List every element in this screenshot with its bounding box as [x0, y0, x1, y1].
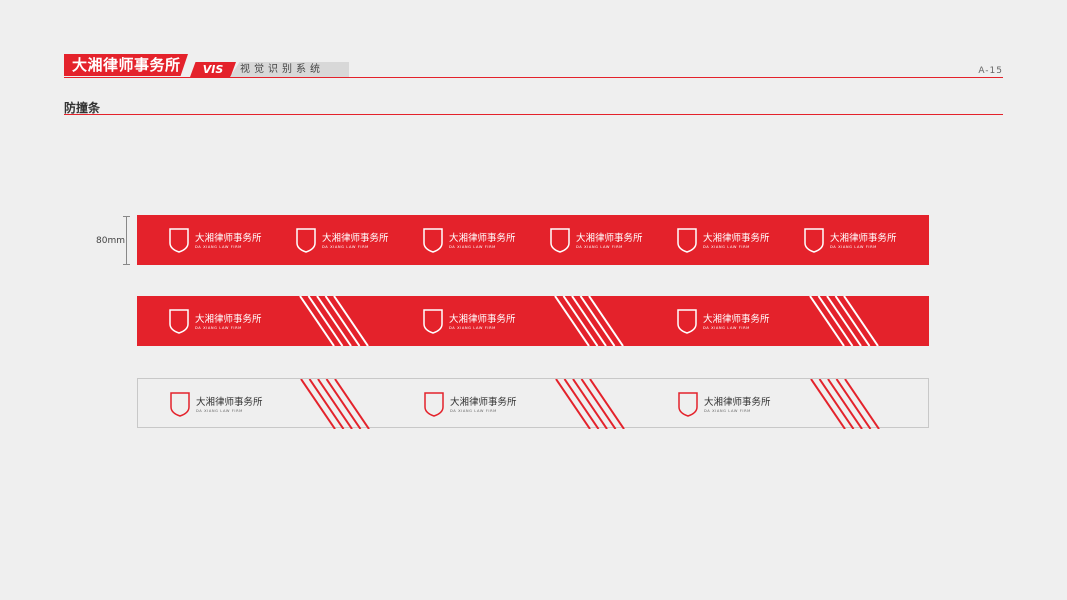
- diagonal-stripe: [827, 379, 863, 429]
- logo-name-en: DA XIANG LAW FIRM: [830, 245, 877, 249]
- diagonal-stripe: [334, 379, 370, 429]
- logo-name-en: DA XIANG LAW FIRM: [703, 245, 750, 249]
- diagonal-stripe: [554, 296, 590, 346]
- logo-name-cn: 大湘律师事务所: [450, 396, 517, 408]
- vis-badge: VIS: [190, 62, 236, 77]
- title-divider: [64, 114, 1003, 115]
- diagonal-stripe: [299, 296, 335, 346]
- logo-name-cn: 大湘律师事务所: [322, 232, 389, 244]
- diagonal-stripe: [817, 296, 854, 346]
- shield-emblem-icon: [678, 392, 698, 417]
- diagonal-stripe: [555, 379, 591, 429]
- logo-name-en: DA XIANG LAW FIRM: [449, 245, 496, 249]
- diagonal-stripe: [562, 296, 599, 346]
- page-number: A-15: [978, 66, 1003, 76]
- shield-emblem-icon: [424, 392, 444, 417]
- dimension-line: [123, 216, 130, 265]
- logo-name-en: DA XIANG LAW FIRM: [450, 409, 497, 413]
- diagonal-stripe: [579, 296, 616, 346]
- shield-emblem-icon: [169, 228, 189, 253]
- logo-name-cn: 大湘律师事务所: [830, 232, 897, 244]
- shield-emblem-icon: [550, 228, 570, 253]
- shield-emblem-icon: [169, 309, 189, 334]
- shield-emblem-icon: [296, 228, 316, 253]
- logo-name-cn: 大湘律师事务所: [576, 232, 643, 244]
- bumper-strip-light-with-red-stripes: 大湘律师事务所 DA XIANG LAW FIRM 大湘律师事务所 DA XIANG …: [137, 378, 929, 429]
- logo-name-en: DA XIANG LAW FIRM: [195, 326, 242, 330]
- shield-emblem-icon: [677, 228, 697, 253]
- shield-emblem-icon: [423, 309, 443, 334]
- diagonal-stripe: [316, 296, 352, 346]
- diagonal-stripe: [834, 296, 871, 346]
- logo-name-en: DA XIANG LAW FIRM: [195, 245, 242, 249]
- bumper-strip-red-with-white-stripes: 大湘律师事务所 DA XIANG LAW FIRM 大湘律师事务所 DA XIANG …: [137, 296, 929, 346]
- diagonal-stripe: [809, 296, 845, 346]
- logo-name-cn: 大湘律师事务所: [703, 232, 770, 244]
- logo-name-cn: 大湘律师事务所: [703, 313, 770, 325]
- diagonal-stripe: [571, 296, 607, 346]
- diagonal-stripe: [307, 296, 344, 346]
- diagonal-stripe: [563, 379, 600, 429]
- diagonal-stripe: [818, 379, 855, 429]
- logo-name-cn: 大湘律师事务所: [449, 232, 516, 244]
- logo-name-en: DA XIANG LAW FIRM: [449, 326, 496, 330]
- diagonal-stripe: [300, 379, 336, 429]
- logo-name-cn: 大湘律师事务所: [449, 313, 516, 325]
- diagonal-stripe: [826, 296, 862, 346]
- section-title: 防撞条: [64, 101, 101, 115]
- bumper-strip-red-logos-only: 大湘律师事务所 DA XIANG LAW FIRM 大湘律师事务所 DA XIANG …: [137, 215, 929, 265]
- diagonal-stripe: [333, 296, 369, 346]
- shield-emblem-icon: [423, 228, 443, 253]
- diagonal-stripe: [843, 296, 879, 346]
- logo-name-en: DA XIANG LAW FIRM: [196, 409, 243, 413]
- logo-name-en: DA XIANG LAW FIRM: [703, 326, 750, 330]
- diagonal-stripe: [844, 379, 880, 429]
- logo-name-cn: 大湘律师事务所: [195, 313, 262, 325]
- dimension-label: 80mm: [96, 236, 125, 246]
- diagonal-stripe: [324, 296, 361, 346]
- logo-name-en: DA XIANG LAW FIRM: [322, 245, 369, 249]
- diagonal-stripe: [588, 296, 624, 346]
- shield-emblem-icon: [804, 228, 824, 253]
- logo-name-en: DA XIANG LAW FIRM: [704, 409, 751, 413]
- diagonal-stripe: [580, 379, 617, 429]
- system-label: 视觉识别系统: [230, 62, 349, 77]
- logo-name-en: DA XIANG LAW FIRM: [576, 245, 623, 249]
- logo-name-cn: 大湘律师事务所: [196, 396, 263, 408]
- diagonal-stripe: [835, 379, 872, 429]
- logo-name-cn: 大湘律师事务所: [195, 232, 262, 244]
- header-divider: [64, 77, 1003, 78]
- shield-emblem-icon: [677, 309, 697, 334]
- diagonal-stripe: [810, 379, 846, 429]
- diagonal-stripe: [317, 379, 353, 429]
- diagonal-stripe: [325, 379, 362, 429]
- diagonal-stripe: [572, 379, 608, 429]
- shield-emblem-icon: [170, 392, 190, 417]
- brand-logo-bar: 大湘律师事务所: [64, 54, 188, 76]
- diagonal-stripe: [308, 379, 345, 429]
- diagonal-stripe: [589, 379, 625, 429]
- logo-name-cn: 大湘律师事务所: [704, 396, 771, 408]
